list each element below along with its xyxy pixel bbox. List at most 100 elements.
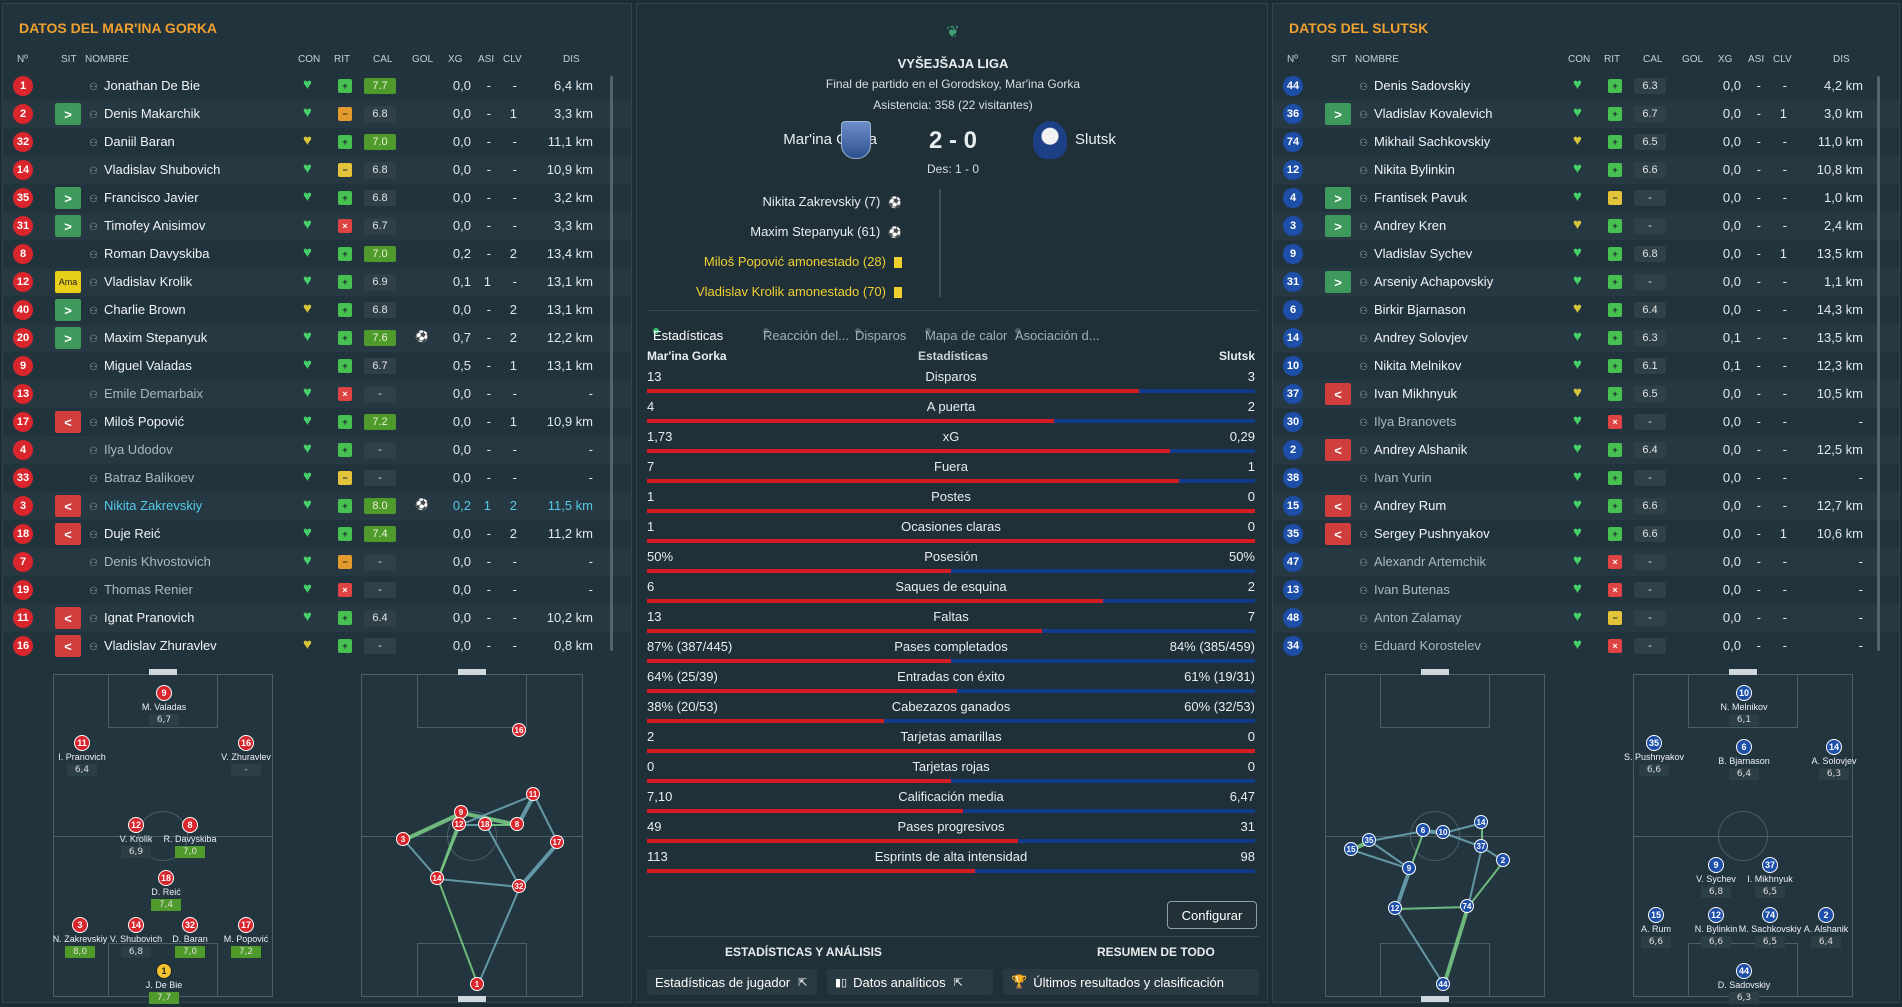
player-row[interactable]: 4 ⚇ Ilya Udodov ♥ + -0,0- - - <box>3 436 631 464</box>
pass-map-player-marker[interactable]: 18 <box>478 817 492 831</box>
pass-map-player-marker[interactable]: 32 <box>512 879 526 893</box>
column-header[interactable]: XG <box>448 54 463 65</box>
player-row[interactable]: 3 > ⚇ Andrey Kren ♥ + -0,0- -2,4 km <box>1273 212 1899 240</box>
player-row[interactable]: 13 ⚇ Ivan Butenas ♥ × -0,0- - - <box>1273 576 1899 604</box>
player-row[interactable]: 34 ⚇ Eduard Korostelev ♥ × -0,0- - - <box>1273 632 1899 660</box>
pass-map-player-marker[interactable]: 12 <box>1388 901 1402 915</box>
player-name[interactable]: ⚇ Vladislav Zhuravlev <box>89 638 217 653</box>
player-name[interactable]: ⚇ Miloš Popović <box>89 414 184 429</box>
column-header[interactable]: Nº <box>1287 54 1298 65</box>
player-name[interactable]: ⚇ Andrey Solovjev <box>1359 330 1468 345</box>
player-name[interactable]: ⚇ Alexandr Artemchik <box>1359 554 1486 569</box>
player-name[interactable]: ⚇ Anton Zalamay <box>1359 610 1461 625</box>
player-name[interactable]: ⚇ Eduard Korostelev <box>1359 638 1481 653</box>
player-row[interactable]: 10 ⚇ Nikita Melnikov ♥ +6.1 0,1- -12,3 km <box>1273 352 1899 380</box>
player-name[interactable]: ⚇ Birkir Bjarnason <box>1359 302 1466 317</box>
column-header[interactable]: Nº <box>17 54 28 65</box>
column-header[interactable]: NOMBRE <box>85 54 129 65</box>
player-name[interactable]: ⚇ Ignat Pranovich <box>89 610 194 625</box>
pass-map-player-marker[interactable]: 6 <box>1416 823 1430 837</box>
player-name[interactable]: ⚇ Ilya Udodov <box>89 442 173 457</box>
pass-map-player-marker[interactable]: 74 <box>1460 899 1474 913</box>
player-name[interactable]: ⚇ Ivan Yurin <box>1359 470 1432 485</box>
goal-event[interactable]: Maxim Stepanyuk (61) ⚽ <box>750 224 902 239</box>
player-row[interactable]: 19 ⚇ Thomas Renier ♥ × -0,0- - - <box>3 576 631 604</box>
away-team-name[interactable]: Slutsk <box>1075 131 1116 148</box>
pass-map-player-marker[interactable]: 17 <box>550 835 564 849</box>
column-header[interactable]: NOMBRE <box>1355 54 1399 65</box>
player-name[interactable]: ⚇ Vladislav Kovalevich <box>1359 106 1492 121</box>
pass-map-player-marker[interactable]: 2 <box>1496 853 1510 867</box>
player-row[interactable]: 18 < ⚇ Duje Reić ♥ +7.4 0,0- 2 11,2 km <box>3 520 631 548</box>
player-row[interactable]: 7 ⚇ Denis Khvostovich ♥ − -0,0- - - <box>3 548 631 576</box>
pass-map-player-marker[interactable]: 16 <box>512 723 526 737</box>
formation-player-marker[interactable]: 10 <box>1736 685 1752 701</box>
player-name[interactable]: ⚇ Nikita Bylinkin <box>1359 162 1455 177</box>
player-row[interactable]: 48 ⚇ Anton Zalamay ♥ − -0,0- - - <box>1273 604 1899 632</box>
player-name[interactable]: ⚇ Vladislav Shubovich <box>89 162 220 177</box>
pass-map-player-marker[interactable]: 14 <box>430 871 444 885</box>
column-header[interactable]: SIT <box>1331 54 1347 65</box>
column-header[interactable]: CAL <box>1643 54 1663 65</box>
column-header[interactable]: ASI <box>1748 54 1765 65</box>
formation-player-marker[interactable]: 12 <box>1708 907 1724 923</box>
player-row[interactable]: 38 ⚇ Ivan Yurin ♥ + -0,0- - - <box>1273 464 1899 492</box>
pass-map-player-marker[interactable]: 15 <box>1344 842 1358 856</box>
player-row[interactable]: 35 > ⚇ Francisco Javier ♥ +6.8 0,0- -3,2 km <box>3 184 631 212</box>
configure-button[interactable]: Configurar <box>1167 901 1257 929</box>
player-row[interactable]: 2 < ⚇ Andrey Alshanik ♥ +6.4 0,0- -12,5 km <box>1273 436 1899 464</box>
home-table-scrollbar[interactable] <box>610 76 613 651</box>
player-row[interactable]: 44 ⚇ Denis Sadovskiy ♥ +6.3 0,0- -4,2 km <box>1273 72 1899 100</box>
home-crest-icon[interactable] <box>841 121 871 159</box>
pass-map-player-marker[interactable]: 11 <box>526 787 540 801</box>
away-table-scrollbar[interactable] <box>1877 76 1880 651</box>
player-name[interactable]: ⚇ Miguel Valadas <box>89 358 192 373</box>
player-name[interactable]: ⚇ Charlie Brown <box>89 302 186 317</box>
player-name[interactable]: ⚇ Batraz Balikoev <box>89 470 194 485</box>
player-name[interactable]: ⚇ Duje Reić <box>89 526 160 541</box>
player-row[interactable]: 12 ⚇ Nikita Bylinkin ♥ +6.6 0,0- -10,8 km <box>1273 156 1899 184</box>
booking-event[interactable]: Miloš Popović amonestado (28) <box>704 254 902 269</box>
player-name[interactable]: ⚇ Daniil Baran <box>89 134 175 149</box>
column-header[interactable]: CLV <box>1773 54 1792 65</box>
player-row[interactable]: 31 > ⚇ Timofey Anisimov ♥ × 6.7 0,0- -3,3 km <box>3 212 631 240</box>
player-row[interactable]: 11 < ⚇ Ignat Pranovich ♥ +6.4 0,0- -10,2 km <box>3 604 631 632</box>
player-row[interactable]: 9 ⚇ Miguel Valadas ♥ +6.7 0,5- 1 13,1 km <box>3 352 631 380</box>
column-header[interactable]: DIS <box>563 54 580 65</box>
formation-player-marker[interactable]: 11 <box>74 735 90 751</box>
player-row[interactable]: 15 < ⚇ Andrey Rum ♥ +6.6 0,0- -12,7 km <box>1273 492 1899 520</box>
formation-player-marker[interactable]: 17 <box>238 917 254 933</box>
player-name[interactable]: ⚇ Ivan Butenas <box>1359 582 1450 597</box>
player-row[interactable]: 14 ⚇ Vladislav Shubovich ♥ −6.8 0,0- -10,9 km <box>3 156 631 184</box>
pass-map-player-marker[interactable]: 14 <box>1474 815 1488 829</box>
player-name[interactable]: ⚇ Francisco Javier <box>89 190 199 205</box>
pass-map-player-marker[interactable]: 10 <box>1436 825 1450 839</box>
player-row[interactable]: 30 ⚇ Ilya Branovets ♥ × -0,0- - - <box>1273 408 1899 436</box>
column-header[interactable]: GOL <box>412 54 434 65</box>
player-stats-button[interactable]: Estadísticas de jugador ⇱ <box>647 969 817 995</box>
player-name[interactable]: ⚇ Sergey Pushnyakov <box>1359 526 1490 541</box>
goal-event[interactable]: Nikita Zakrevskiy (7) ⚽ <box>763 194 902 209</box>
pass-map-player-marker[interactable]: 44 <box>1436 977 1450 991</box>
player-name[interactable]: ⚇ Thomas Renier <box>89 582 193 597</box>
player-row[interactable]: 20 > ⚇ Maxim Stepanyuk ♥ +7.6 ⚽ 0,7- 2 12,2 km <box>3 324 631 352</box>
player-name[interactable]: ⚇ Ilya Branovets <box>1359 414 1456 429</box>
player-name[interactable]: ⚇ Andrey Kren <box>1359 218 1446 233</box>
column-header[interactable]: GOL <box>1682 54 1704 65</box>
formation-player-marker[interactable]: 18 <box>158 870 174 886</box>
player-name[interactable]: ⚇ Mikhail Sachkovskiy <box>1359 134 1490 149</box>
column-header[interactable]: ASI <box>478 54 495 65</box>
player-name[interactable]: ⚇ Andrey Alshanik <box>1359 442 1467 457</box>
player-name[interactable]: ⚇ Nikita Zakrevskiy <box>89 498 202 513</box>
player-row[interactable]: 3 < ⚇ Nikita Zakrevskiy ♥ +8.0 ⚽ 0,2 1 2 11,5 km <box>3 492 631 520</box>
formation-player-marker[interactable]: 8 <box>182 817 198 833</box>
player-row[interactable]: 16 < ⚇ Vladislav Zhuravlev ♥ + -0,0- -0,8 km <box>3 632 631 660</box>
column-header[interactable]: DIS <box>1833 54 1850 65</box>
player-row[interactable]: 37 < ⚇ Ivan Mikhnyuk ♥ +6.5 0,0- -10,5 km <box>1273 380 1899 408</box>
results-table-button[interactable]: 🏆 Últimos resultados y clasificación <box>1003 969 1259 995</box>
player-name[interactable]: ⚇ Arseniy Achapovskiy <box>1359 274 1493 289</box>
pass-map-player-marker[interactable]: 35 <box>1362 833 1376 847</box>
player-row[interactable]: 9 ⚇ Vladislav Sychev ♥ +6.8 0,0- 1 13,5 km <box>1273 240 1899 268</box>
player-row[interactable]: 35 < ⚇ Sergey Pushnyakov ♥ +6.6 0,0- 1 10,6 km <box>1273 520 1899 548</box>
pass-map-player-marker[interactable]: 3 <box>396 832 410 846</box>
